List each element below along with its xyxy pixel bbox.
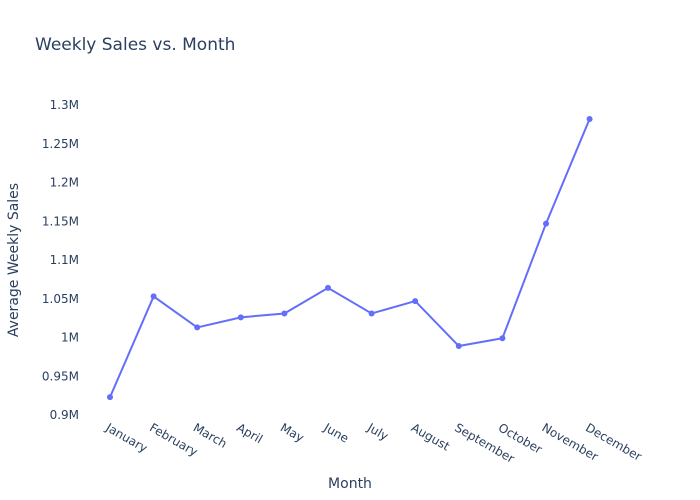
x-axis-title: Month xyxy=(328,476,372,492)
data-point xyxy=(150,293,157,300)
x-tick-label: May xyxy=(278,420,306,445)
data-point xyxy=(107,394,113,401)
y-tick-label: 1.15M xyxy=(42,214,79,228)
data-point xyxy=(455,343,462,350)
y-tick-label: 0.9M xyxy=(50,408,79,422)
data-point xyxy=(194,324,201,331)
y-axis-ticks: 0.9M 0.95M 1M 1.05M 1.1M 1.15M 1.2M 1.25M 1.3M xyxy=(42,98,79,422)
x-tick-label: June xyxy=(321,420,352,446)
x-tick-label: April xyxy=(234,420,265,446)
data-point xyxy=(586,115,593,122)
series-line xyxy=(109,118,591,398)
y-axis-title: Average Weekly Sales xyxy=(6,183,22,337)
data-point xyxy=(368,310,375,317)
sales-series xyxy=(107,115,593,401)
y-tick-label: 1.3M xyxy=(50,98,79,112)
chart-title: Weekly Sales vs. Month xyxy=(35,35,235,55)
data-point xyxy=(237,314,244,321)
x-tick-label: July xyxy=(364,420,391,443)
y-tick-label: 0.95M xyxy=(42,369,79,383)
data-point xyxy=(543,220,549,227)
y-tick-label: 1.25M xyxy=(42,137,79,151)
x-tick-label: August xyxy=(409,420,453,453)
y-tick-label: 1.2M xyxy=(50,176,79,190)
data-point xyxy=(325,284,331,291)
data-point xyxy=(499,335,506,342)
data-point xyxy=(281,310,288,317)
y-tick-label: 1M xyxy=(61,331,79,345)
y-tick-label: 1.1M xyxy=(50,253,79,267)
data-point xyxy=(412,298,419,305)
x-tick-label: February xyxy=(147,420,200,459)
x-tick-label: January xyxy=(103,420,150,455)
y-tick-label: 1.05M xyxy=(42,292,79,306)
